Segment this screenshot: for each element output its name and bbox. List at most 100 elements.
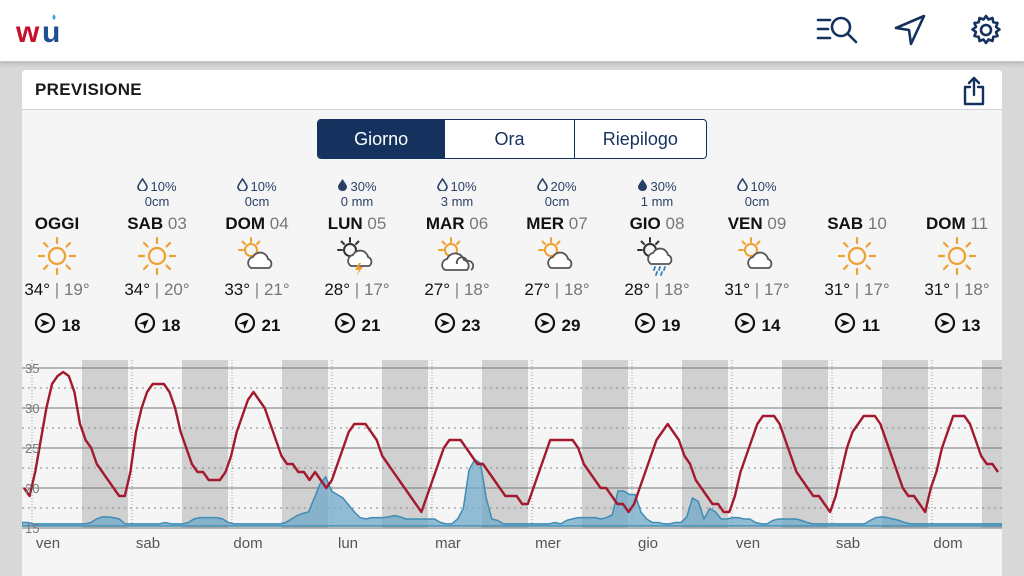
rain-drop-icon xyxy=(637,178,648,194)
x-day-label: dom xyxy=(933,535,962,552)
y-tick-label: 15 xyxy=(25,521,39,536)
wind-speed: 21 xyxy=(261,315,281,335)
wind-speed: 23 xyxy=(461,315,481,335)
day-label: MAR 06 xyxy=(407,214,507,236)
sunny-icon xyxy=(35,236,79,276)
svg-text:u: u xyxy=(42,16,60,48)
wind-speed: 13 xyxy=(961,315,981,335)
share-icon[interactable] xyxy=(957,74,991,108)
card-header: PREVISIONE xyxy=(22,70,1002,110)
x-day-label: mar xyxy=(435,535,461,552)
day-date: 11 xyxy=(970,214,989,233)
temp-low: 18° xyxy=(663,280,690,299)
day-column[interactable]: SAB 10 31° | 17° 11 xyxy=(807,178,907,348)
svg-text:w: w xyxy=(15,16,40,48)
wu-logo-icon[interactable]: w u xyxy=(14,8,72,49)
day-column[interactable]: DOM 11 31° | 18° 13 xyxy=(907,178,1007,348)
temp-low: 17° xyxy=(863,280,890,299)
day-name: OGGI xyxy=(34,214,80,233)
rain-drop-icon xyxy=(737,177,749,194)
day-label: MER 07 xyxy=(507,214,607,236)
day-column[interactable]: 10% 0cm VEN 09 31° | 17° 14 xyxy=(707,177,807,348)
day-column[interactable]: 30% 1 mm GIO 08 28° | 18° 19 xyxy=(607,178,707,348)
wind-speed: 19 xyxy=(661,315,681,335)
day-column[interactable]: 10% 0cm DOM 04 33° | 21° 21 xyxy=(207,177,307,348)
day-date: 04 xyxy=(269,214,289,233)
gear-icon[interactable] xyxy=(964,10,1008,50)
y-tick-label: 25 xyxy=(25,441,39,456)
wind-direction-icon xyxy=(234,312,256,339)
x-day-label: lun xyxy=(338,535,358,552)
temp-low: 20° xyxy=(163,280,190,299)
day-column[interactable]: 10% 3 mm MAR 06 27° | 18° 23 xyxy=(407,177,507,348)
temp-low: 17° xyxy=(763,280,790,299)
temp-low: 17° xyxy=(363,280,390,299)
rain-icon xyxy=(635,236,679,276)
x-day-label: dom xyxy=(233,535,262,552)
precip-info xyxy=(907,178,1007,210)
card-title: PREVISIONE xyxy=(35,80,142,99)
search-list-icon[interactable] xyxy=(816,10,860,50)
x-day-label: gio xyxy=(638,535,658,552)
precip-amount: 1 mm xyxy=(640,194,674,209)
sunny-icon xyxy=(835,236,879,276)
precip-chance: 10% xyxy=(450,178,477,194)
day-column[interactable]: OGGI 34° | 19° 18 xyxy=(7,178,107,348)
night-band xyxy=(382,360,428,528)
temp-low: 18° xyxy=(963,280,990,299)
day-temps: 27° | 18° xyxy=(524,280,590,299)
daily-forecast-row: OGGI 34° | 19° 18 10% 0cm SAB 03 34° | 20° 18 1… xyxy=(22,177,1002,348)
wind-speed: 21 xyxy=(361,315,381,335)
precip-amount: 0cm xyxy=(244,194,270,209)
y-tick-label: 20 xyxy=(25,481,39,496)
temp-high: 28° xyxy=(324,280,351,299)
temp-high: 31° xyxy=(924,280,951,299)
tab-ora[interactable]: Ora xyxy=(445,120,575,158)
day-column[interactable]: 10% 0cm SAB 03 34° | 20° 18 xyxy=(107,177,207,348)
wind-info: 23 xyxy=(407,312,507,339)
wind-speed: 18 xyxy=(161,315,181,335)
temp-high: 27° xyxy=(424,280,451,299)
day-label: LUN 05 xyxy=(307,214,407,236)
precip-amount: 0cm xyxy=(144,194,170,209)
rain-drop-icon xyxy=(537,177,549,194)
wind-direction-icon xyxy=(734,312,756,339)
day-date: 09 xyxy=(767,214,787,233)
wind-direction-icon xyxy=(134,312,156,339)
wind-direction-icon xyxy=(534,312,556,339)
day-label: SAB 03 xyxy=(107,214,207,236)
tab-giorno[interactable]: Giorno xyxy=(318,120,446,158)
precip-amount: 0cm xyxy=(544,194,570,209)
y-tick-label: 35 xyxy=(25,361,39,376)
day-date: 03 xyxy=(167,214,187,233)
precipitation-area xyxy=(22,458,1002,527)
night-band xyxy=(182,360,228,528)
wind-info: 19 xyxy=(607,312,707,339)
temp-high: 34° xyxy=(24,280,51,299)
day-name: VEN xyxy=(727,214,763,233)
precip-amount: 3 mm xyxy=(440,194,474,209)
temp-high: 27° xyxy=(524,280,551,299)
day-name: DOM xyxy=(225,214,265,233)
temp-low: 21° xyxy=(263,280,290,299)
day-label: VEN 09 xyxy=(707,214,807,236)
day-column[interactable]: 20% 0cm MER 07 27° | 18° 29 xyxy=(507,177,607,348)
precip-info: 30% 0 mm xyxy=(307,178,407,210)
day-temps: 33° | 21° xyxy=(224,280,290,299)
tab-riepilogo[interactable]: Riepilogo xyxy=(602,128,678,149)
cloudy-icon xyxy=(435,236,479,276)
y-tick-label: 30 xyxy=(25,401,39,416)
day-date: 05 xyxy=(367,214,387,233)
day-column[interactable]: 30% 0 mm LUN 05 28° | 17° 21 xyxy=(307,178,407,348)
location-arrow-icon[interactable] xyxy=(888,10,932,50)
day-name: GIO xyxy=(629,214,661,233)
day-name: LUN xyxy=(327,214,363,233)
x-day-label: sab xyxy=(836,535,860,552)
rain-drop-icon xyxy=(337,178,348,194)
day-temps: 28° | 18° xyxy=(624,280,690,299)
precip-info: 10% 3 mm xyxy=(407,177,507,210)
day-temps: 31° | 17° xyxy=(724,280,790,299)
night-band xyxy=(982,360,1002,528)
wind-speed: 18 xyxy=(61,315,81,335)
day-name: MER xyxy=(526,214,565,233)
